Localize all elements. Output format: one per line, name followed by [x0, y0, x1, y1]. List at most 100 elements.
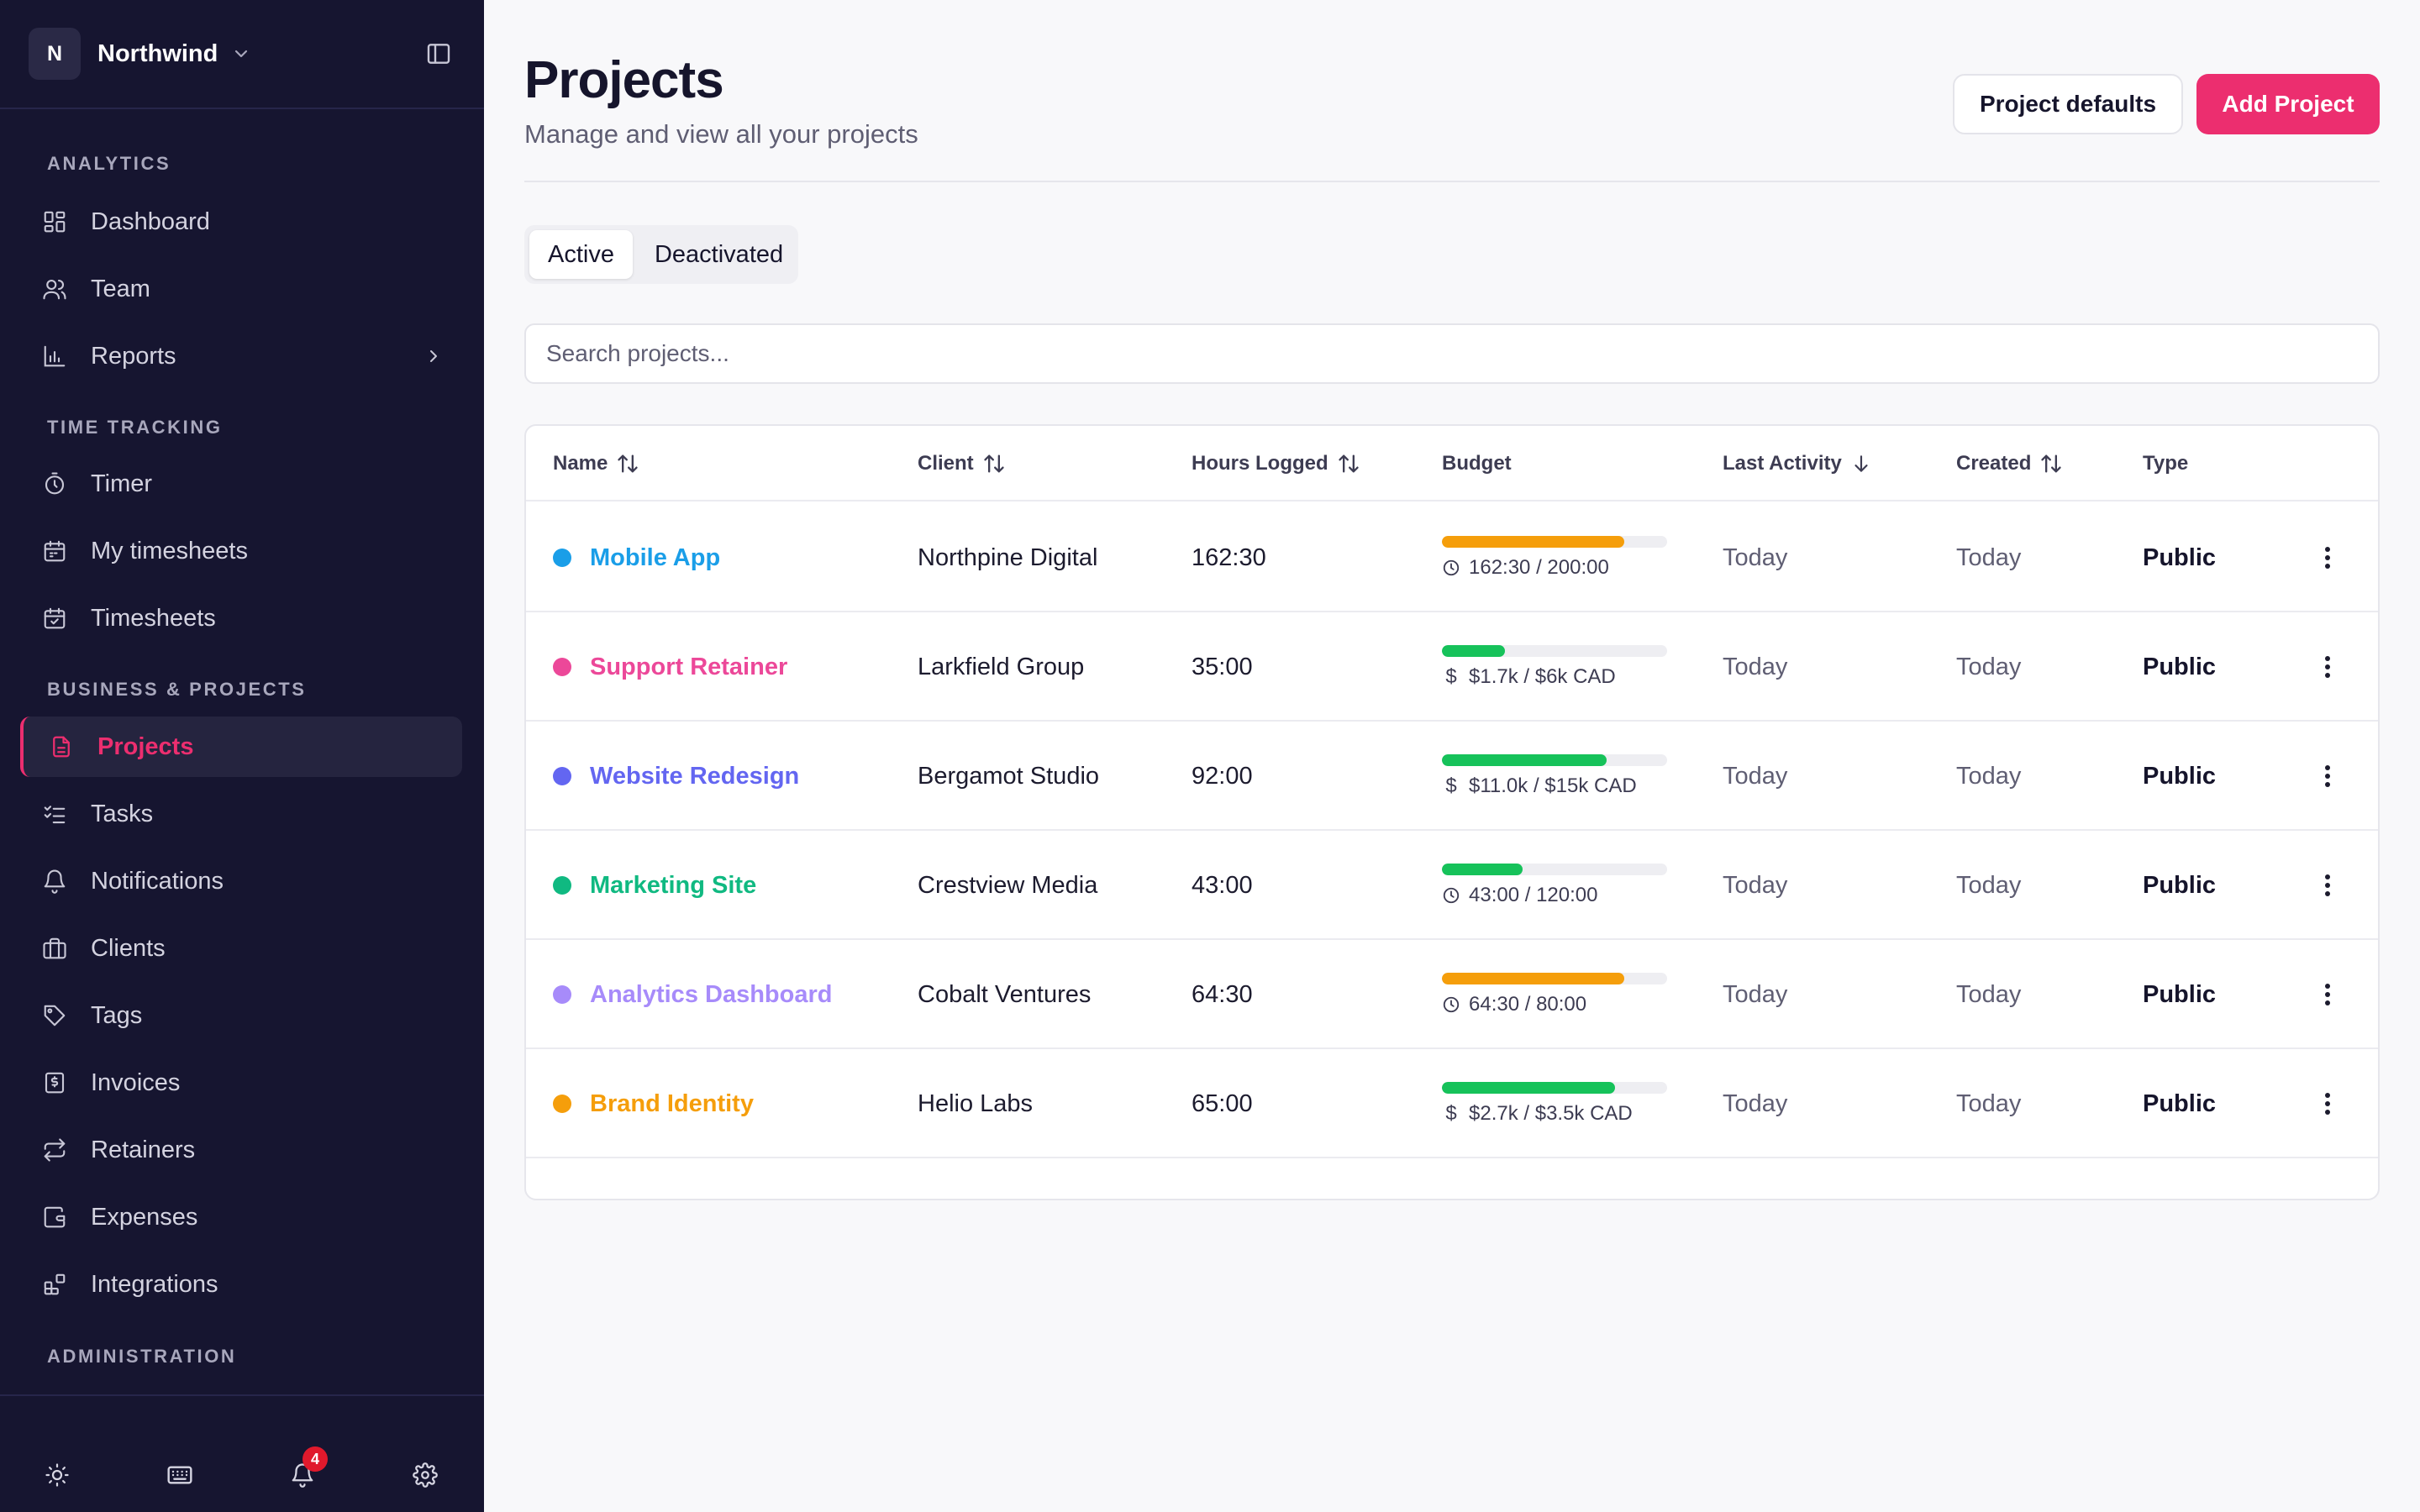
sidebar-item-label: Clients — [91, 934, 166, 962]
budget-progress-bar — [1442, 973, 1667, 984]
project-name-link[interactable]: Website Redesign — [590, 762, 800, 790]
column-label: Type — [2143, 452, 2189, 475]
sidebar-item-retainers[interactable]: Retainers — [20, 1120, 462, 1180]
client-cell: Bergamot Studio — [918, 762, 1100, 790]
keyboard-icon — [166, 1462, 193, 1488]
wallet-icon — [40, 1203, 69, 1231]
budget-cell: $ $1.7k / $6k CAD — [1442, 612, 1667, 722]
sidebar-item-label: Timer — [91, 470, 153, 497]
last-activity-cell: Today — [1723, 871, 1788, 899]
project-name-link[interactable]: Marketing Site — [590, 871, 757, 899]
last-activity-cell: Today — [1723, 653, 1788, 680]
sidebar-footer: 4 — [0, 1394, 484, 1512]
keyboard-shortcuts-button[interactable] — [160, 1455, 200, 1495]
budget-progress-fill — [1442, 864, 1523, 875]
table-row[interactable]: Website Redesign Bergamot Studio 92:00 $ $11… — [526, 722, 2378, 831]
sidebar-item-label: Tasks — [91, 800, 154, 827]
project-color-dot — [553, 767, 571, 785]
tab-active[interactable]: Active — [529, 230, 633, 279]
project-name-link[interactable]: Brand Identity — [590, 1089, 754, 1117]
project-name-link[interactable]: Mobile App — [590, 543, 721, 571]
workspace-header: N Northwind — [0, 0, 484, 109]
dollar-icon: $ — [1442, 774, 1460, 798]
sidebar-item-dashboard[interactable]: Dashboard — [20, 192, 462, 252]
more-vertical-icon[interactable] — [2311, 1087, 2344, 1121]
page-title: Projects — [524, 51, 724, 109]
column-header-client[interactable]: Client — [918, 426, 1006, 501]
sidebar-item-label: Team — [91, 275, 150, 302]
budget-summary: $ $1.7k / $6k CAD — [1442, 665, 1615, 689]
bell-icon — [290, 1462, 315, 1488]
section-label-analytics: ANALYTICS — [47, 153, 171, 174]
sidebar-item-expenses[interactable]: Expenses — [20, 1187, 462, 1247]
sidebar-item-my-timesheets[interactable]: My timesheets — [20, 521, 462, 581]
project-name-link[interactable]: Support Retainer — [590, 653, 788, 680]
theme-toggle-button[interactable] — [37, 1455, 77, 1495]
row-actions-cell — [2311, 503, 2344, 612]
sidebar-item-tasks[interactable]: Tasks — [20, 784, 462, 844]
arrow-down-icon[interactable] — [1842, 453, 1872, 475]
more-vertical-icon[interactable] — [2311, 759, 2344, 793]
budget-summary: 162:30 / 200:00 — [1442, 556, 1609, 580]
notifications-button[interactable]: 4 — [282, 1446, 328, 1495]
sidebar-item-reports[interactable]: Reports — [20, 326, 462, 386]
plugin-icon — [40, 1270, 69, 1299]
project-name-cell: Marketing Site — [553, 831, 756, 940]
client-cell: Cobalt Ventures — [918, 980, 1092, 1008]
projects-table: Name Client Hours Logged Budget Last Act… — [524, 424, 2380, 1200]
sidebar-toggle-icon[interactable] — [425, 40, 452, 67]
budget-summary: $ $11.0k / $15k CAD — [1442, 774, 1637, 798]
budget-text: $11.0k / $15k CAD — [1469, 774, 1637, 797]
column-header-name[interactable]: Name — [553, 426, 639, 501]
type-cell: Public — [2143, 543, 2217, 571]
table-row[interactable]: Analytics Dashboard Cobalt Ventures 64:30 6… — [526, 940, 2378, 1049]
chevron-right-icon[interactable] — [424, 346, 444, 366]
sort-icon[interactable] — [2031, 452, 2063, 475]
sidebar-item-clients[interactable]: Clients — [20, 918, 462, 979]
project-defaults-button[interactable]: Project defaults — [1953, 74, 2183, 134]
table-row[interactable]: Brand Identity Helio Labs 65:00 $ $2.7k / $3… — [526, 1049, 2378, 1158]
sidebar-item-invoices[interactable]: Invoices — [20, 1053, 462, 1113]
more-vertical-icon[interactable] — [2311, 650, 2344, 684]
budget-text: 43:00 / 120:00 — [1469, 884, 1598, 906]
type-cell: Public — [2143, 762, 2217, 790]
budget-progress-fill — [1442, 1082, 1616, 1094]
sidebar-item-integrations[interactable]: Integrations — [20, 1254, 462, 1315]
add-project-button[interactable]: Add Project — [2196, 74, 2380, 134]
dollar-glyph: $ — [1445, 665, 1457, 688]
workspace-avatar[interactable]: N — [29, 28, 81, 80]
more-vertical-icon[interactable] — [2311, 541, 2344, 575]
workspace-name[interactable]: Northwind — [97, 39, 218, 67]
column-label: Budget — [1442, 452, 1512, 475]
table-row[interactable]: Support Retainer Larkfield Group 35:00 $ $1.… — [526, 612, 2378, 722]
project-name-link[interactable]: Analytics Dashboard — [590, 980, 833, 1008]
more-vertical-icon[interactable] — [2311, 869, 2344, 902]
column-header-created[interactable]: Created — [1956, 426, 2063, 501]
sort-icon[interactable] — [608, 452, 639, 475]
sidebar-item-label: Retainers — [91, 1136, 196, 1163]
more-vertical-icon[interactable] — [2311, 978, 2344, 1011]
budget-cell: 64:30 / 80:00 — [1442, 940, 1667, 1049]
settings-button[interactable] — [405, 1455, 445, 1495]
row-actions-cell — [2311, 831, 2344, 940]
sort-icon[interactable] — [974, 452, 1006, 475]
budget-progress-bar — [1442, 1082, 1667, 1094]
hours-logged-cell: 65:00 — [1192, 1089, 1253, 1117]
created-cell: Today — [1956, 653, 2022, 680]
sidebar-item-tags[interactable]: Tags — [20, 985, 462, 1046]
chevron-down-icon[interactable] — [231, 44, 251, 64]
sidebar-item-team[interactable]: Team — [20, 259, 462, 319]
search-input[interactable] — [524, 323, 2380, 384]
budget-progress-bar — [1442, 864, 1667, 875]
hours-logged-cell: 162:30 — [1192, 543, 1266, 571]
table-row[interactable]: Mobile App Northpine Digital 162:30 162:30 … — [526, 503, 2378, 612]
sidebar-item-notifications[interactable]: Notifications — [20, 851, 462, 911]
column-header-last-activity[interactable]: Last Activity — [1723, 426, 1872, 501]
table-row[interactable]: Marketing Site Crestview Media 43:00 43:00 … — [526, 831, 2378, 940]
tab-deactivated[interactable]: Deactivated — [654, 240, 784, 268]
sort-icon[interactable] — [1328, 452, 1360, 475]
sidebar-item-timesheets[interactable]: Timesheets — [20, 588, 462, 648]
sidebar-item-timer[interactable]: Timer — [20, 454, 462, 514]
sidebar-item-projects[interactable]: Projects — [20, 717, 462, 777]
column-header-hours-logged[interactable]: Hours Logged — [1192, 426, 1360, 501]
